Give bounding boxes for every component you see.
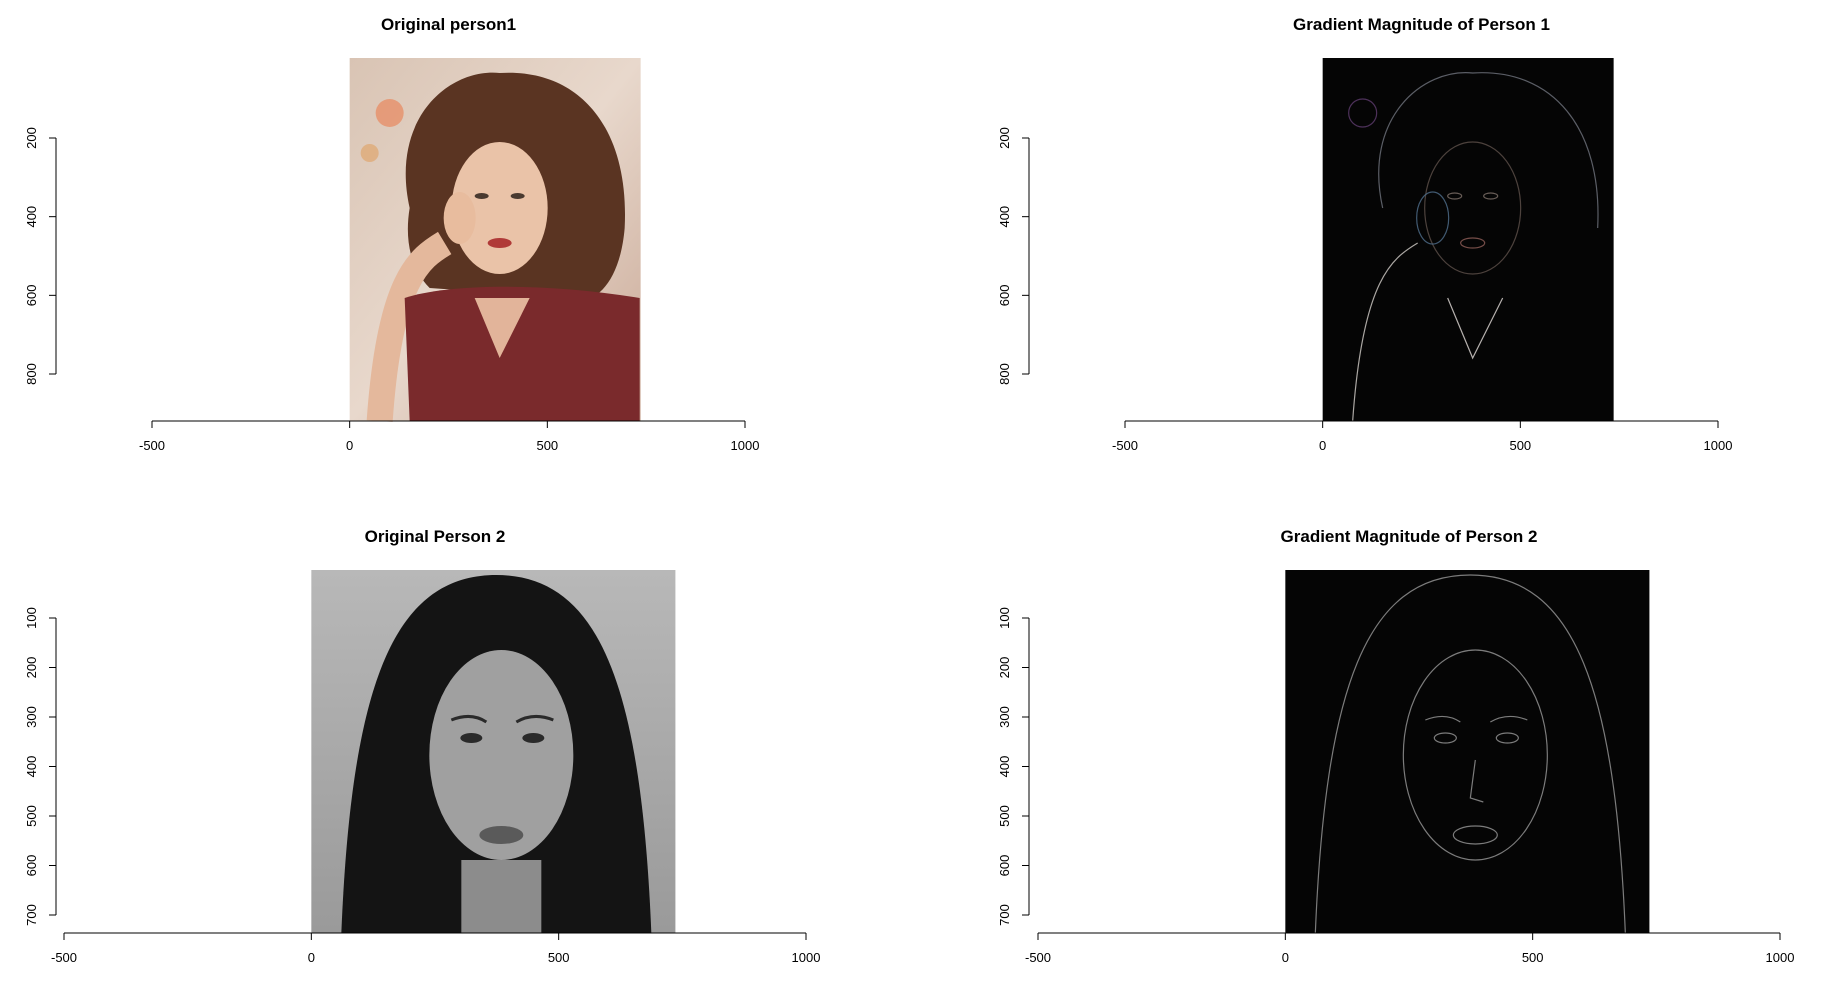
y-tick-label: 300 xyxy=(24,706,39,728)
y-tick-label: 500 xyxy=(997,805,1012,827)
y-axis: 200 400 600 800 xyxy=(24,127,57,385)
x-tick-label: 0 xyxy=(1282,950,1289,965)
arm-shape xyxy=(366,231,452,422)
y-axis: 100 200 300 400 500 600 700 xyxy=(997,607,1030,926)
x-tick-label: -500 xyxy=(51,950,77,965)
x-tick-label: -500 xyxy=(1112,438,1138,453)
panel-title: Gradient Magnitude of Person 2 xyxy=(1281,527,1538,546)
y-tick-label: 200 xyxy=(24,127,39,149)
nose-edge xyxy=(1469,759,1484,803)
neckline-shape xyxy=(474,298,530,358)
x-tick-label: -500 xyxy=(1025,950,1051,965)
y-tick-label: 600 xyxy=(24,855,39,877)
face-shape xyxy=(429,650,574,860)
y-tick-label: 100 xyxy=(997,607,1012,629)
eye-shape xyxy=(460,733,483,743)
y-tick-label: 200 xyxy=(997,657,1012,679)
x-tick-label: 0 xyxy=(1319,438,1326,453)
image-raster xyxy=(1322,58,1614,422)
y-tick-label: 600 xyxy=(24,284,39,306)
edge-map-background xyxy=(1322,58,1614,421)
bokeh-light xyxy=(360,144,379,162)
y-tick-label: 400 xyxy=(24,756,39,778)
bokeh-light xyxy=(375,99,404,127)
brow-edge xyxy=(1490,715,1528,723)
x-axis: -500 0 500 1000 xyxy=(51,932,821,965)
x-tick-label: 0 xyxy=(308,950,315,965)
panel-title: Original Person 2 xyxy=(365,527,506,546)
brow-shape xyxy=(515,715,554,724)
eye-edge xyxy=(1447,192,1463,200)
panel-1: Original person1 -500 0 500 1000 200 400 600 800 xyxy=(24,15,759,453)
eye-edge xyxy=(1433,732,1457,744)
y-axis: 100 200 300 400 500 600 700 xyxy=(24,607,57,926)
face-shape xyxy=(451,142,548,274)
neck-shape xyxy=(461,860,542,933)
eye-shape xyxy=(510,193,525,199)
x-tick-label: 1000 xyxy=(792,950,821,965)
lips-shape xyxy=(479,826,524,844)
x-axis: -500 0 500 1000 xyxy=(139,420,760,453)
y-tick-label: 200 xyxy=(24,657,39,679)
x-tick-label: -500 xyxy=(139,438,165,453)
x-axis: -500 0 500 1000 xyxy=(1112,420,1733,453)
hair-edge xyxy=(1378,72,1599,229)
y-tick-label: 800 xyxy=(997,363,1012,385)
neckline-edge xyxy=(1447,297,1504,360)
image-raster xyxy=(311,570,676,933)
x-tick-label: 500 xyxy=(548,950,570,965)
edge-map-background xyxy=(1285,570,1650,933)
panel-4: Gradient Magnitude of Person 2-500 0 500 10… xyxy=(997,527,1794,965)
x-tick-label: 500 xyxy=(1509,438,1531,453)
shirt-shape xyxy=(404,286,640,421)
y-tick-label: 500 xyxy=(24,805,39,827)
hand-shape xyxy=(443,192,476,244)
y-tick-label: 200 xyxy=(997,127,1012,149)
eye-shape xyxy=(474,193,489,199)
panel-3: Original Person 2 -500 0 500 1000 100 200 300 40… xyxy=(24,527,820,965)
lips-edge xyxy=(1452,825,1498,845)
y-tick-label: 600 xyxy=(997,855,1012,877)
y-tick-label: 700 xyxy=(24,904,39,926)
arm-edge xyxy=(1352,242,1418,422)
hair-edge xyxy=(1314,574,1626,934)
x-tick-label: 500 xyxy=(536,438,558,453)
y-axis: 200 400 600 800 xyxy=(997,127,1030,385)
lips-shape xyxy=(487,238,512,248)
y-tick-label: 300 xyxy=(997,706,1012,728)
panel-title: Gradient Magnitude of Person 1 xyxy=(1293,15,1550,34)
image-raster xyxy=(349,58,641,422)
hand-edge xyxy=(1416,191,1450,245)
bokeh-edge xyxy=(1348,98,1378,128)
x-tick-label: 1000 xyxy=(1766,950,1795,965)
eye-edge xyxy=(1495,732,1519,744)
y-tick-label: 100 xyxy=(24,607,39,629)
x-tick-label: 1000 xyxy=(731,438,760,453)
x-tick-label: 1000 xyxy=(1704,438,1733,453)
y-tick-label: 400 xyxy=(24,206,39,228)
x-tick-label: 0 xyxy=(346,438,353,453)
eye-shape xyxy=(522,733,545,743)
x-tick-label: 500 xyxy=(1522,950,1544,965)
face-edge xyxy=(1402,649,1548,861)
panel-2: Gradient Magnitude of Person 1 -500 0 500 10… xyxy=(997,15,1732,453)
lips-edge xyxy=(1460,237,1486,249)
brow-shape xyxy=(450,715,488,724)
y-tick-label: 600 xyxy=(997,284,1012,306)
y-tick-label: 400 xyxy=(997,756,1012,778)
brow-edge xyxy=(1425,715,1461,723)
y-tick-label: 400 xyxy=(997,206,1012,228)
x-axis: -500 0 500 1000 xyxy=(1025,932,1795,965)
panel-title: Original person1 xyxy=(381,15,516,34)
face-edge xyxy=(1424,141,1522,275)
image-raster xyxy=(1285,570,1650,934)
y-tick-label: 800 xyxy=(24,363,39,385)
eye-edge xyxy=(1483,192,1499,200)
y-tick-label: 700 xyxy=(997,904,1012,926)
